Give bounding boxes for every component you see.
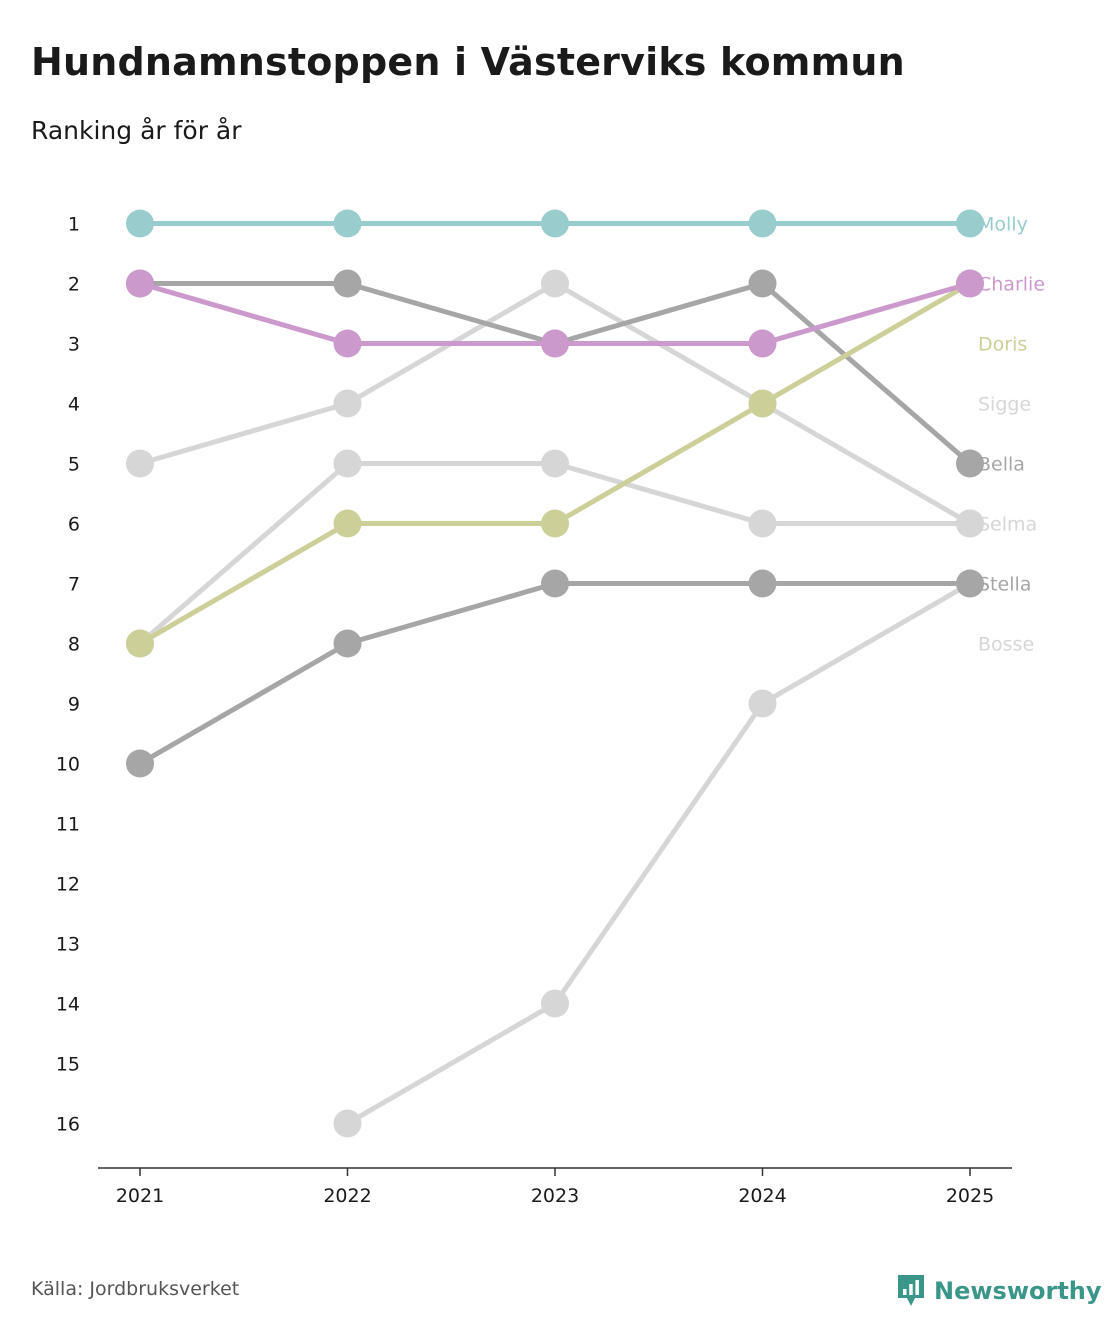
data-point-sigge	[333, 1109, 362, 1138]
data-point-stella	[956, 569, 984, 598]
data-point-charlie	[748, 329, 777, 358]
data-point-molly	[541, 209, 569, 238]
y-tick-label: 4	[68, 394, 80, 416]
y-tick-label: 9	[68, 694, 80, 716]
series-lines	[137, 221, 973, 1126]
y-tick-label: 13	[56, 934, 80, 956]
data-point-charlie	[333, 329, 362, 358]
y-tick-label: 6	[68, 514, 80, 536]
x-tick-label: 2021	[116, 1185, 164, 1207]
data-point-bella	[956, 449, 984, 478]
data-point-sigge	[748, 689, 777, 718]
y-tick-label: 3	[68, 334, 80, 356]
data-point-bosse	[333, 449, 362, 478]
data-point-selma	[541, 269, 569, 298]
y-tick-label: 11	[56, 814, 80, 836]
end-labels: Molly Charlie Doris Sigge Bella Selma Stella Bo…	[978, 214, 1045, 656]
y-tick-label: 1	[68, 214, 80, 236]
end-label-doris: Doris	[978, 334, 1027, 356]
data-point-bella	[333, 269, 362, 298]
data-point-bella	[748, 269, 777, 298]
data-point-stella	[333, 629, 362, 658]
y-tick-label: 2	[68, 274, 80, 296]
data-point-doris	[748, 389, 777, 418]
y-tick-label: 12	[56, 874, 80, 896]
end-label-charlie: Charlie	[978, 274, 1045, 296]
data-point-charlie	[126, 269, 154, 298]
data-point-stella	[541, 569, 569, 598]
data-point-molly	[956, 209, 984, 238]
data-point-bosse	[748, 509, 777, 538]
brand-logo: Newsworthy	[896, 1272, 1102, 1310]
y-tick-label: 5	[68, 454, 80, 476]
series-line-sigge	[345, 581, 973, 1126]
y-tick-label: 10	[56, 754, 80, 776]
data-point-doris	[541, 509, 569, 538]
end-label-bella: Bella	[978, 454, 1025, 476]
y-tick-label: 8	[68, 634, 80, 656]
x-axis: 2021 2022 2023 2024 2025	[98, 1167, 1012, 1207]
data-point-molly	[333, 209, 362, 238]
data-point-molly	[748, 209, 777, 238]
data-point-charlie	[541, 329, 569, 358]
data-point-selma	[333, 389, 362, 418]
series-line-bosse	[137, 461, 973, 646]
newsworthy-logo-icon	[898, 1275, 924, 1306]
end-label-selma: Selma	[978, 514, 1037, 536]
end-label-molly: Molly	[978, 214, 1028, 236]
data-point-stella	[748, 569, 777, 598]
y-tick-label: 15	[56, 1054, 80, 1076]
y-tick-label: 14	[56, 994, 80, 1016]
data-point-molly	[126, 209, 154, 238]
data-point-sigge	[541, 989, 569, 1018]
end-label-stella: Stella	[978, 574, 1031, 596]
source-note: Källa: Jordbruksverket	[31, 1278, 240, 1300]
x-tick-label: 2024	[738, 1185, 786, 1207]
brand-name: Newsworthy	[934, 1277, 1102, 1305]
data-point-bosse	[541, 449, 569, 478]
page-title: Hundnamnstoppen i Västerviks kommun	[31, 40, 905, 84]
x-tick-label: 2023	[531, 1185, 579, 1207]
data-point-doris	[333, 509, 362, 538]
end-label-bosse: Bosse	[978, 634, 1034, 656]
series-line-stella	[137, 581, 973, 766]
end-label-sigge: Sigge	[978, 394, 1031, 416]
x-tick-label: 2025	[946, 1185, 994, 1207]
series-points	[126, 209, 984, 1138]
data-point-stella	[126, 749, 154, 778]
page-subtitle: Ranking år för år	[31, 116, 242, 145]
x-tick-label: 2022	[323, 1185, 371, 1207]
y-tick-label: 7	[68, 574, 80, 596]
data-point-charlie	[956, 269, 984, 298]
data-point-selma	[126, 449, 154, 478]
data-point-doris	[126, 629, 154, 658]
y-tick-label: 16	[56, 1114, 80, 1136]
data-point-bosse	[956, 509, 984, 538]
series-line-bella	[137, 281, 973, 466]
